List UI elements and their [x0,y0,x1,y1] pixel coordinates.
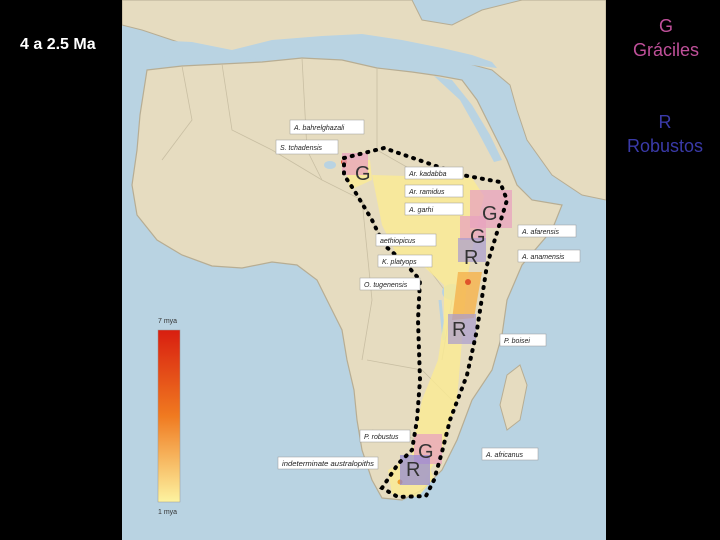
gracile-marker-ethiopia: G [482,203,498,225]
label-a-afarensis: A. afarensis [521,229,559,236]
label-a-africanus: A. africanus [485,452,523,459]
legend-robust: R Robustos [610,110,720,158]
robust-marker-south-africa: R [406,459,420,481]
robust-square-south-africa [400,455,430,485]
gracile-marker-chad: G [355,163,371,185]
gracile-square-chad [342,153,368,175]
dotted-range-outline [342,145,510,500]
label-a-bahrelghazali: A. bahrelghazali [293,125,345,132]
gracile-marker-south-africa: G [418,441,434,463]
robust-square-ethiopia [458,238,486,262]
label-p-robustus: P. robustus [364,434,399,441]
label-s-tchadensis: S. tchadensis [280,145,323,152]
gracile-marker-kenya: G [470,226,486,248]
range-orange-east [452,272,482,320]
map-svg: 7 mya 1 mya A. bahrelghazali S. tchadens… [122,0,606,516]
legend-robust-label: Robustos [626,136,704,156]
label-ar-kadabba: Ar. kadabba [408,171,447,178]
title: 4 a 2.5 Ma [20,36,96,53]
label-k-platyops: K. platyops [382,259,417,266]
legend-gracile-letter: G [658,16,673,36]
site-east-africa [465,279,471,285]
label-indeterminate-australopiths: indeterminate australopiths [282,461,375,468]
time-scale-bar [157,329,181,503]
legend-gracile: G Gráciles [612,14,720,62]
gracile-square-kenya [460,216,486,240]
legend-gracile-label: Gráciles [632,40,699,60]
species-label-group: A. bahrelghazali S. tchadensis Ar. kadab… [275,119,581,470]
africa-map: 7 mya 1 mya A. bahrelghazali S. tchadens… [122,0,606,540]
mediterranean-sea [152,34,497,68]
madagascar [499,364,528,431]
robust-square-tanzania [448,314,476,344]
time-scale-bottom: 1 mya [158,509,177,516]
lake-chad [324,161,336,169]
legend-robust-letter: R [658,112,672,132]
marker-group: G G G R R G R [355,163,498,481]
label-p-boisei: P. boisei [504,338,530,345]
label-ar-ramidus: Ar. ramidus [408,189,445,196]
label-aethiopicus: aethiopicus [380,238,416,245]
red-sea [434,76,502,162]
time-scale-top: 7 mya [158,318,177,325]
range-east-africa [372,175,484,482]
label-a-garhi: A. garhi [408,207,434,214]
label-a-anamensis: A. anamensis [521,254,565,261]
label-o-tugenensis: O. tugenensis [364,282,408,289]
robust-marker-tanzania: R [452,319,466,341]
robust-marker-ethiopia: R [464,247,478,269]
